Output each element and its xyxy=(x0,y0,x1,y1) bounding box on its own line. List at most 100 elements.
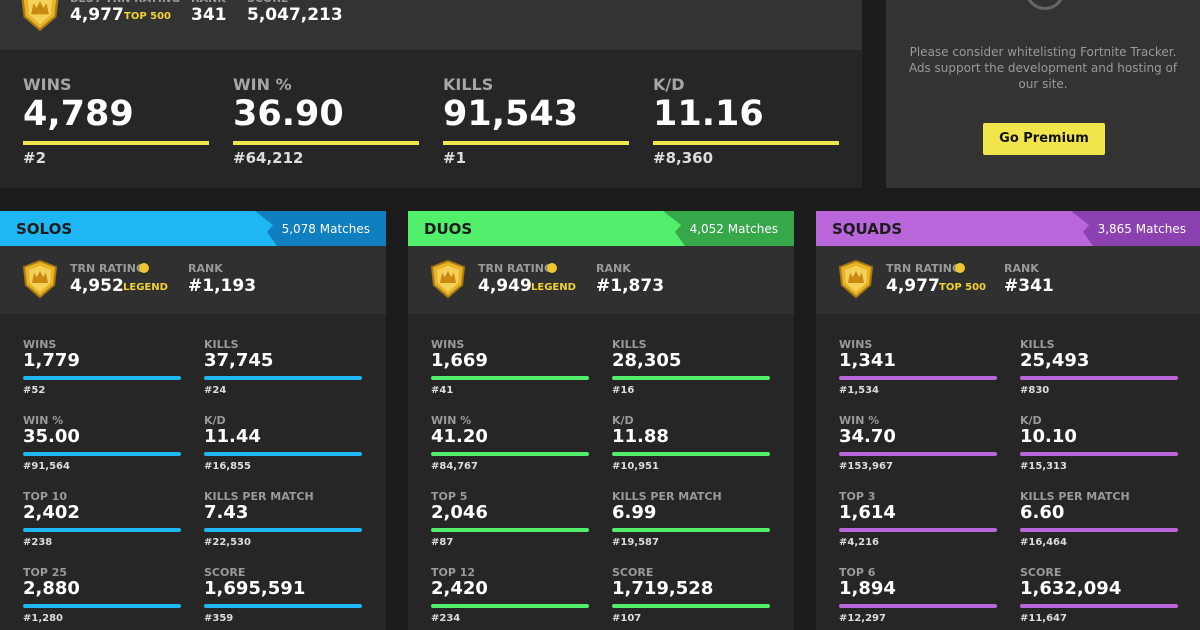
stat-rank: #16,855 xyxy=(204,461,251,472)
stat-label: KILLS PER MATCH xyxy=(204,490,314,503)
header-label: SCORE xyxy=(247,0,288,5)
mode-header-dark xyxy=(255,211,386,246)
stat-label: TOP 12 xyxy=(431,566,476,579)
mode-header-dark xyxy=(1071,211,1200,246)
stat-label: TOP 10 xyxy=(23,490,68,503)
stat-bar xyxy=(23,376,181,380)
stat-rank: #19,587 xyxy=(612,537,659,548)
stat-value: 11.44 xyxy=(204,426,261,447)
mode-card: SQUADS 3,865 Matches TRN RATING 4,977 TOP 50… xyxy=(816,211,1200,630)
overview-label: WIN % xyxy=(233,75,292,94)
stat-label: KILLS PER MATCH xyxy=(1020,490,1130,503)
stat-bar xyxy=(23,528,181,532)
stat-rank: #87 xyxy=(431,537,454,548)
header-value: 4,977 xyxy=(70,5,124,25)
overview-bar xyxy=(233,141,419,145)
stat-label: KILLS xyxy=(612,338,647,351)
stat-label: TOP 25 xyxy=(23,566,68,579)
overview-rank: #1 xyxy=(443,149,467,167)
mode-name: SOLOS xyxy=(16,220,73,238)
stat-bar xyxy=(1020,528,1178,532)
rank-label: RANK xyxy=(188,262,223,275)
stat-value: 37,745 xyxy=(204,350,274,371)
stat-value: 11.88 xyxy=(612,426,669,447)
stat-label: KILLS PER MATCH xyxy=(612,490,722,503)
rank-label: RANK xyxy=(1004,262,1039,275)
mode-matches: 3,865 Matches xyxy=(1097,222,1186,236)
stat-bar xyxy=(612,604,770,608)
rating-value: 4,949 xyxy=(478,276,532,296)
stat-value: 1,894 xyxy=(839,578,896,599)
stat-bar xyxy=(1020,604,1178,608)
stat-rank: #15,313 xyxy=(1020,461,1067,472)
stat-rank: #24 xyxy=(204,385,227,396)
mode-name: SQUADS xyxy=(832,220,903,238)
stat-rank: #10,951 xyxy=(612,461,659,472)
stat-rank: #41 xyxy=(431,385,454,396)
stat-label: WINS xyxy=(839,338,873,351)
stat-rank: #238 xyxy=(23,537,53,548)
stat-rank: #22,530 xyxy=(204,537,251,548)
stat-label: WIN % xyxy=(839,414,880,427)
rank-value: #341 xyxy=(1004,276,1054,296)
rank-value: #1,873 xyxy=(596,276,665,296)
rating-label: TRN RATING xyxy=(886,262,961,275)
mode-matches: 4,052 Matches xyxy=(689,222,778,236)
stat-label: WINS xyxy=(431,338,465,351)
rank-label: RANK xyxy=(596,262,631,275)
overview-bar xyxy=(23,141,209,145)
stat-bar xyxy=(1020,452,1178,456)
overview-bar xyxy=(443,141,629,145)
overview-value: 36.90 xyxy=(233,94,344,134)
stat-rank: #107 xyxy=(612,613,642,624)
stat-value: 1,779 xyxy=(23,350,80,371)
stat-rank: #1,534 xyxy=(839,385,880,396)
rating-value: 4,977 xyxy=(886,276,940,296)
stat-rank: #1,280 xyxy=(23,613,64,624)
stat-value: 1,614 xyxy=(839,502,896,523)
stat-label: SCORE xyxy=(612,566,654,579)
stat-bar xyxy=(431,452,589,456)
stat-bar xyxy=(1020,376,1178,380)
mode-header-dark xyxy=(663,211,794,246)
stat-label: WINS xyxy=(23,338,57,351)
stat-label: WIN % xyxy=(431,414,472,427)
stat-label: KILLS xyxy=(1020,338,1055,351)
stat-label: KILLS xyxy=(204,338,239,351)
ad-message: Please consider whitelisting Fortnite Tr… xyxy=(908,45,1178,91)
stat-rank: #4,216 xyxy=(839,537,880,548)
rating-badge: TOP 500 xyxy=(939,282,987,293)
mode-matches: 5,078 Matches xyxy=(281,222,370,236)
stat-rank: #12,297 xyxy=(839,613,886,624)
ad-icon xyxy=(1025,0,1065,10)
stat-value: 2,880 xyxy=(23,578,80,599)
top-panel-header xyxy=(0,0,862,50)
badge-icon xyxy=(836,259,876,299)
shield xyxy=(21,0,59,32)
badge-icon xyxy=(18,0,62,32)
stat-value: 28,305 xyxy=(612,350,682,371)
stat-bar xyxy=(204,528,362,532)
stat-bar xyxy=(431,528,589,532)
overview-rank: #64,212 xyxy=(233,149,304,167)
stat-value: 1,719,528 xyxy=(612,578,714,599)
stat-bar xyxy=(612,452,770,456)
go-premium-button[interactable]: Go Premium xyxy=(983,123,1105,155)
badge-icon xyxy=(20,259,60,299)
stat-value: 1,669 xyxy=(431,350,488,371)
stat-rank: #16 xyxy=(612,385,635,396)
overview-label: K/D xyxy=(653,75,685,94)
overview-rank: #2 xyxy=(23,149,47,167)
rating-label: TRN RATING xyxy=(70,262,145,275)
stat-bar xyxy=(612,376,770,380)
shield xyxy=(838,259,874,299)
stat-value: 6.99 xyxy=(612,502,657,523)
rating-section xyxy=(0,246,386,314)
mode-name: DUOS xyxy=(424,220,473,238)
top-panel-body xyxy=(0,50,862,188)
stat-rank: #84,767 xyxy=(431,461,478,472)
stat-bar xyxy=(839,452,997,456)
stat-value: 1,341 xyxy=(839,350,896,371)
stat-label: K/D xyxy=(612,414,634,427)
stat-label: K/D xyxy=(1020,414,1042,427)
